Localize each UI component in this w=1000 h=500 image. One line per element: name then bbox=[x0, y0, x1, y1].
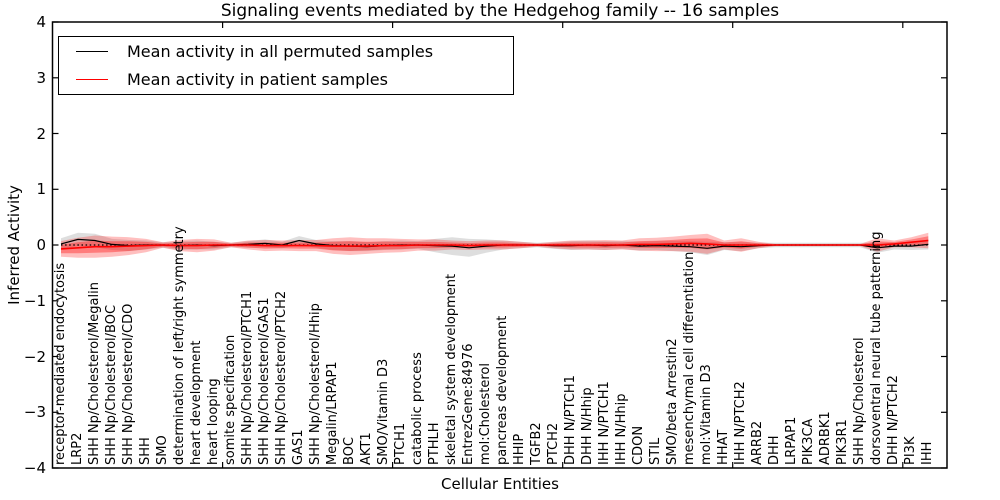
x-category-label: dorsoventral neural tube patterning bbox=[869, 231, 885, 465]
x-category-label: GAS1 bbox=[291, 429, 307, 466]
y-tick-label: −2 bbox=[23, 347, 46, 366]
x-category-label: SHH Np/Cholesterol bbox=[852, 337, 868, 465]
x-category-label: SHH Np/Cholesterol/PTCH2 bbox=[274, 290, 290, 465]
legend-entry-label: Mean activity in all permuted samples bbox=[127, 41, 434, 61]
y-tick-label: 4 bbox=[36, 13, 46, 31]
x-category-label: SHH Np/Cholesterol/BOC bbox=[104, 304, 120, 465]
y-tick-label: −3 bbox=[23, 403, 46, 422]
x-category-label: SMO/Vitamin D3 bbox=[376, 358, 392, 465]
x-category-label: PTCH2 bbox=[546, 422, 562, 465]
x-category-label: catabolic process bbox=[410, 352, 426, 465]
x-category-label: BOC bbox=[342, 437, 358, 465]
x-category-label: somite specification bbox=[223, 334, 239, 465]
x-category-label: SHH Np/Cholesterol/Megalin bbox=[87, 282, 102, 465]
y-tick-label: 0 bbox=[36, 236, 46, 254]
legend-entry-patient: Mean activity in patient samples bbox=[59, 68, 513, 93]
chart-title: Signaling events mediated by the Hedgeho… bbox=[220, 1, 780, 21]
x-category-label: STIL bbox=[648, 437, 664, 465]
y-tick-label: 2 bbox=[36, 124, 46, 143]
x-category-label: TGFB2 bbox=[529, 422, 545, 465]
x-category-label: LRP2 bbox=[70, 432, 85, 465]
x-category-label: HHAT bbox=[716, 429, 732, 465]
x-category-label: AKT1 bbox=[359, 432, 375, 465]
x-category-label: IHH N/PTCH1 bbox=[597, 381, 613, 465]
x-category-label: PIK3R1 bbox=[835, 419, 851, 465]
x-category-label: PTCH1 bbox=[393, 422, 409, 465]
y-tick-label: −4 bbox=[23, 459, 46, 477]
legend-line-sample-black bbox=[76, 50, 108, 52]
x-category-label: PIK3CA bbox=[801, 418, 817, 465]
x-axis-label: Cellular Entities bbox=[441, 475, 559, 493]
x-category-label: ARRB2 bbox=[750, 420, 766, 465]
x-category-label: CDON bbox=[631, 425, 647, 465]
x-category-label: DHH N/PTCH2 bbox=[886, 375, 902, 465]
x-category-label: SHH Np/Cholesterol/Hhip bbox=[308, 303, 324, 465]
x-category-label: PTHLH bbox=[427, 422, 443, 465]
x-category-label: SMO/beta Arrestin2 bbox=[665, 338, 681, 465]
legend: Mean activity in all permuted samples Me… bbox=[58, 36, 514, 95]
patient-line bbox=[60, 239, 929, 250]
x-category-label: mol:Cholesterol bbox=[478, 363, 494, 465]
x-category-label: PI3K bbox=[903, 436, 919, 465]
y-tick-label: 3 bbox=[36, 68, 46, 87]
x-category-label: LRPAP1 bbox=[784, 416, 800, 465]
x-category-label: SHH Np/Cholesterol/GAS1 bbox=[257, 297, 273, 465]
x-category-label: DHH N/PTCH1 bbox=[563, 375, 579, 465]
y-tick-label: 1 bbox=[36, 180, 46, 199]
x-category-label: EntrezGene:84976 bbox=[461, 343, 477, 465]
x-category-label: SHH bbox=[138, 437, 154, 465]
legend-entry-permuted: Mean activity in all permuted samples bbox=[59, 39, 513, 64]
x-category-label: HHIP bbox=[512, 433, 528, 465]
x-category-label: DHH bbox=[767, 435, 783, 465]
x-category-label: heart looping bbox=[206, 378, 222, 465]
legend-entry-label: Mean activity in patient samples bbox=[127, 70, 388, 90]
x-category-label: receptor-mediated endocytosis bbox=[53, 262, 68, 465]
y-tick-label: −1 bbox=[23, 291, 46, 310]
x-category-label: SHH Np/Cholesterol/CDO bbox=[121, 303, 137, 465]
x-category-label: Megalin/LRPAP1 bbox=[325, 361, 341, 465]
x-category-label: mesenchymal cell differentiation bbox=[682, 251, 698, 465]
x-category-label: determination of left/right symmetry bbox=[172, 226, 188, 465]
legend-line-sample-red bbox=[76, 79, 108, 81]
x-category-label: IHH bbox=[920, 441, 936, 465]
x-category-label: SHH Np/Cholesterol/PTCH1 bbox=[240, 290, 256, 465]
x-category-label: IHH N/Hhip bbox=[614, 393, 630, 466]
x-category-label: skeletal system development bbox=[444, 273, 460, 465]
x-category-label: heart development bbox=[189, 340, 205, 465]
x-category-label: mol:Vitamin D3 bbox=[699, 364, 715, 465]
x-category-label: IHH N/PTCH2 bbox=[733, 381, 749, 465]
x-category-label: ADRBK1 bbox=[818, 411, 834, 465]
x-category-label: DHH N/Hhip bbox=[580, 387, 596, 465]
x-category-label: pancreas development bbox=[495, 315, 511, 465]
x-category-label: SMO bbox=[155, 435, 171, 465]
